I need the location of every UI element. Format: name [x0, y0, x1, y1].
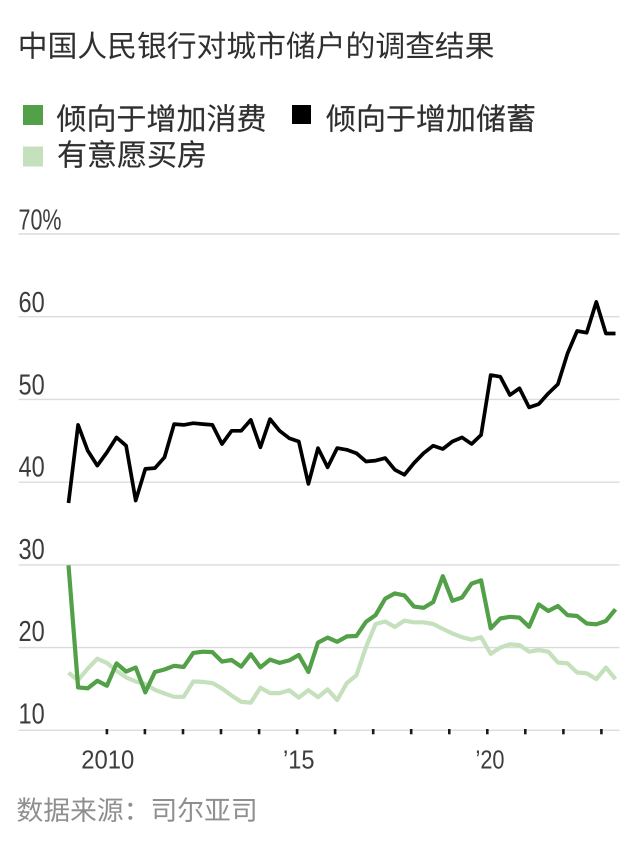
- svg-text:20: 20: [19, 616, 45, 648]
- svg-text:60: 60: [19, 287, 45, 319]
- svg-text:2010: 2010: [81, 745, 134, 775]
- svg-text:40: 40: [19, 452, 45, 484]
- svg-text:10: 10: [19, 698, 45, 730]
- svg-text:30: 30: [19, 534, 45, 566]
- svg-text:’20: ’20: [476, 745, 505, 775]
- svg-text:70%: 70%: [19, 205, 62, 237]
- svg-text:50: 50: [19, 369, 45, 401]
- svg-text:’15: ’15: [283, 745, 315, 775]
